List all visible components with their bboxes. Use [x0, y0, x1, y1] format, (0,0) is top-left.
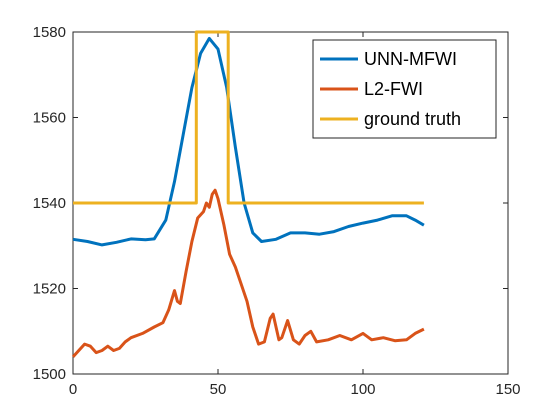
y-tick-label: 1520	[33, 281, 66, 298]
legend: UNN-MFWI L2-FWI ground truth	[312, 39, 497, 139]
x-tick-label: 50	[210, 381, 227, 398]
legend-label-unn-mfwi: UNN-MFWI	[364, 49, 457, 69]
legend-label-ground-truth: ground truth	[364, 109, 461, 129]
series-line-l2-fwi	[71, 188, 425, 358]
series-line-unn-mfwi	[72, 36, 425, 247]
y-tick-label: 1580	[33, 24, 66, 41]
x-tick-label: 100	[350, 381, 375, 398]
y-tick-label: 1540	[33, 195, 66, 212]
series-group	[71, 30, 425, 358]
x-tick-label: 150	[495, 381, 520, 398]
x-tick-label: 0	[69, 381, 77, 398]
legend-label-l2-fwi: L2-FWI	[364, 79, 423, 99]
y-tick-label: 1560	[33, 110, 66, 127]
y-tick-label: 1500	[33, 366, 66, 383]
axis-ticks: 0 50 100 150 1500 1520 1540 1560 1580	[33, 24, 521, 398]
series-line-ground-truth	[73, 30, 424, 205]
